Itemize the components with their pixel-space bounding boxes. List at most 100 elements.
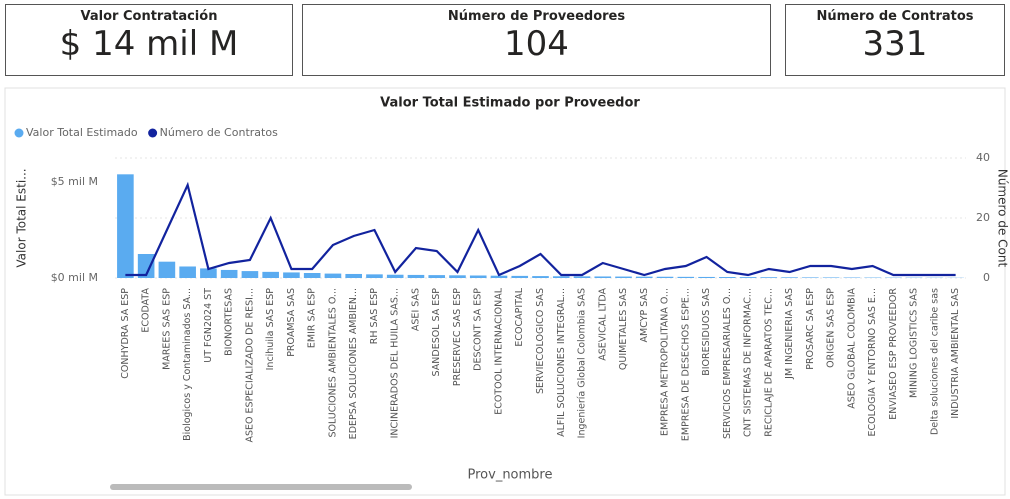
card-value: 331 <box>862 24 928 64</box>
bar <box>552 276 570 278</box>
x-tick-label: Incihuila SAS ESP <box>265 288 276 371</box>
y-axis-label: Valor Total Esti... <box>15 168 29 267</box>
x-tick-label: EDEPSA SOLUCIONES AMBIEN... <box>348 288 359 439</box>
x-tick-label: JM INGENIERIA SAS <box>784 288 795 380</box>
card-title: Valor Contratación <box>80 9 218 24</box>
scrollbar[interactable] <box>110 484 412 490</box>
x-tick-label: ORIGEN SAS ESP <box>826 288 837 368</box>
kpi-card: Valor Contratación $ 14 mil M <box>5 4 293 76</box>
chart-frame <box>4 87 1006 496</box>
x-tick-label: Ingeniería Global Colombia SAS <box>577 288 588 438</box>
y-tick-label: $0 mil M <box>51 271 98 284</box>
x-tick-label: ENVIASEO ESP PROVEEDOR <box>888 288 899 420</box>
bar <box>158 261 176 278</box>
bar <box>137 254 155 278</box>
y2-tick-label: 20 <box>976 211 990 224</box>
bar <box>324 273 342 278</box>
bar <box>386 274 404 278</box>
x-tick-label: SERVICIOS EMPRESARIALES O... <box>722 288 733 439</box>
bar <box>469 275 487 278</box>
bar <box>573 276 591 278</box>
card-title: Número de Proveedores <box>447 9 626 24</box>
x-tick-label: Biologicos y Contaminados SA... <box>182 288 193 441</box>
bar <box>781 277 798 278</box>
x-tick-label: EMPRESA METROPOLITANA O... <box>660 288 671 436</box>
bar <box>594 276 612 278</box>
y2-axis-label: Número de Cont <box>996 169 1010 268</box>
y-tick-label: $5 mil M <box>51 175 98 188</box>
bar <box>449 275 466 278</box>
bar <box>822 277 840 278</box>
bar <box>760 277 778 278</box>
x-axis-label: Prov_nombre <box>468 468 553 483</box>
bar <box>179 266 196 278</box>
x-tick-label: INDUSTRIA AMBIENTAL SAS <box>950 288 961 419</box>
bar <box>739 277 757 278</box>
x-tick-label: ECODATA <box>141 288 152 333</box>
x-tick-label: EMIR SA ESP <box>307 288 318 348</box>
x-tick-label: PROSARC SA ESP <box>805 288 816 370</box>
bar <box>366 274 383 278</box>
y2-tick-label: 0 <box>983 271 990 284</box>
bar <box>615 276 632 278</box>
x-tick-label: DESCONT SA ESP <box>473 288 484 371</box>
x-tick-label: INCINERADOS DEL HUILA SAS... <box>390 288 401 438</box>
x-tick-label: UT FGN2024 ST <box>203 288 214 363</box>
bar <box>407 274 425 278</box>
x-tick-label: ASEO ESPECIALIZADO DE RESI... <box>244 288 255 442</box>
legend-label: Valor Total Estimado <box>26 126 138 139</box>
x-tick-label: Delta soluciones del caribe sas <box>929 288 940 435</box>
bar <box>241 271 259 278</box>
x-tick-label: MINING LOGISTICS SAS <box>909 288 920 398</box>
bar <box>677 276 695 278</box>
bar <box>303 273 321 278</box>
x-tick-label: RECICLAJE DE APARATOS TEC... <box>763 288 774 437</box>
card-title: Número de Contratos <box>816 9 974 24</box>
x-tick-label: EMPRESA DE DESECHOS ESPE... <box>680 288 691 441</box>
card-value: $ 14 mil M <box>59 24 239 64</box>
legend-marker <box>148 128 158 138</box>
x-tick-label: AMCYP SAS <box>639 288 650 342</box>
bar <box>200 268 217 278</box>
bar <box>802 277 819 278</box>
x-tick-label: ASEI SAS <box>410 288 421 331</box>
x-tick-label: CNT SISTEMAS DE INFORMAC... <box>743 288 754 437</box>
x-tick-label: SANDESOL SA ESP <box>431 288 442 377</box>
chart-title: Valor Total Estimado por Proveedor <box>380 96 640 111</box>
x-tick-label: ALFIL SOLUCIONES INTEGRAL... <box>556 288 567 437</box>
x-tick-label: QUIMETALES SAS <box>618 288 629 370</box>
bar <box>283 272 300 278</box>
x-tick-label: CONHYDRA SA ESP <box>120 288 131 379</box>
x-tick-label: ASEVICAL LTDA <box>597 288 608 361</box>
x-tick-label: RH SAS ESP <box>369 288 380 345</box>
line <box>125 181 956 277</box>
x-tick-label: SERVIECOLOGICO SAS <box>535 288 546 394</box>
kpi-card: Número de Proveedores 104 <box>302 4 771 76</box>
bar <box>262 271 279 278</box>
bar <box>511 275 529 278</box>
bar <box>635 276 653 278</box>
x-tick-label: ECOLOGIA Y ENTORNO SAS E... <box>867 288 878 436</box>
bar <box>656 276 674 278</box>
x-tick-label: SOLUCIONES AMBIENTALES O... <box>327 288 338 438</box>
card-value: 104 <box>504 24 569 64</box>
x-tick-label: BIONORTESAS <box>224 288 235 356</box>
bar <box>345 273 362 278</box>
x-tick-label: ECOCAPITAL <box>514 287 525 346</box>
legend-label: Número de Contratos <box>160 126 278 139</box>
bar <box>117 174 134 278</box>
x-tick-label: ECOTOOL INTERNACIONAL <box>493 287 504 414</box>
bar <box>220 269 238 278</box>
bar <box>428 275 446 278</box>
x-tick-label: PROAMSA SAS <box>286 288 297 357</box>
legend-marker <box>14 128 24 138</box>
bar <box>719 277 736 278</box>
x-tick-label: ASEO GLOBAL COLOMBIA <box>846 288 857 409</box>
bar <box>532 276 549 278</box>
x-tick-label: PRESERVEC SAS ESP <box>452 288 463 386</box>
x-tick-label: BIORESIDUOS SAS <box>701 288 712 376</box>
kpi-card: Número de Contratos 331 <box>785 4 1005 76</box>
bar <box>490 275 508 278</box>
